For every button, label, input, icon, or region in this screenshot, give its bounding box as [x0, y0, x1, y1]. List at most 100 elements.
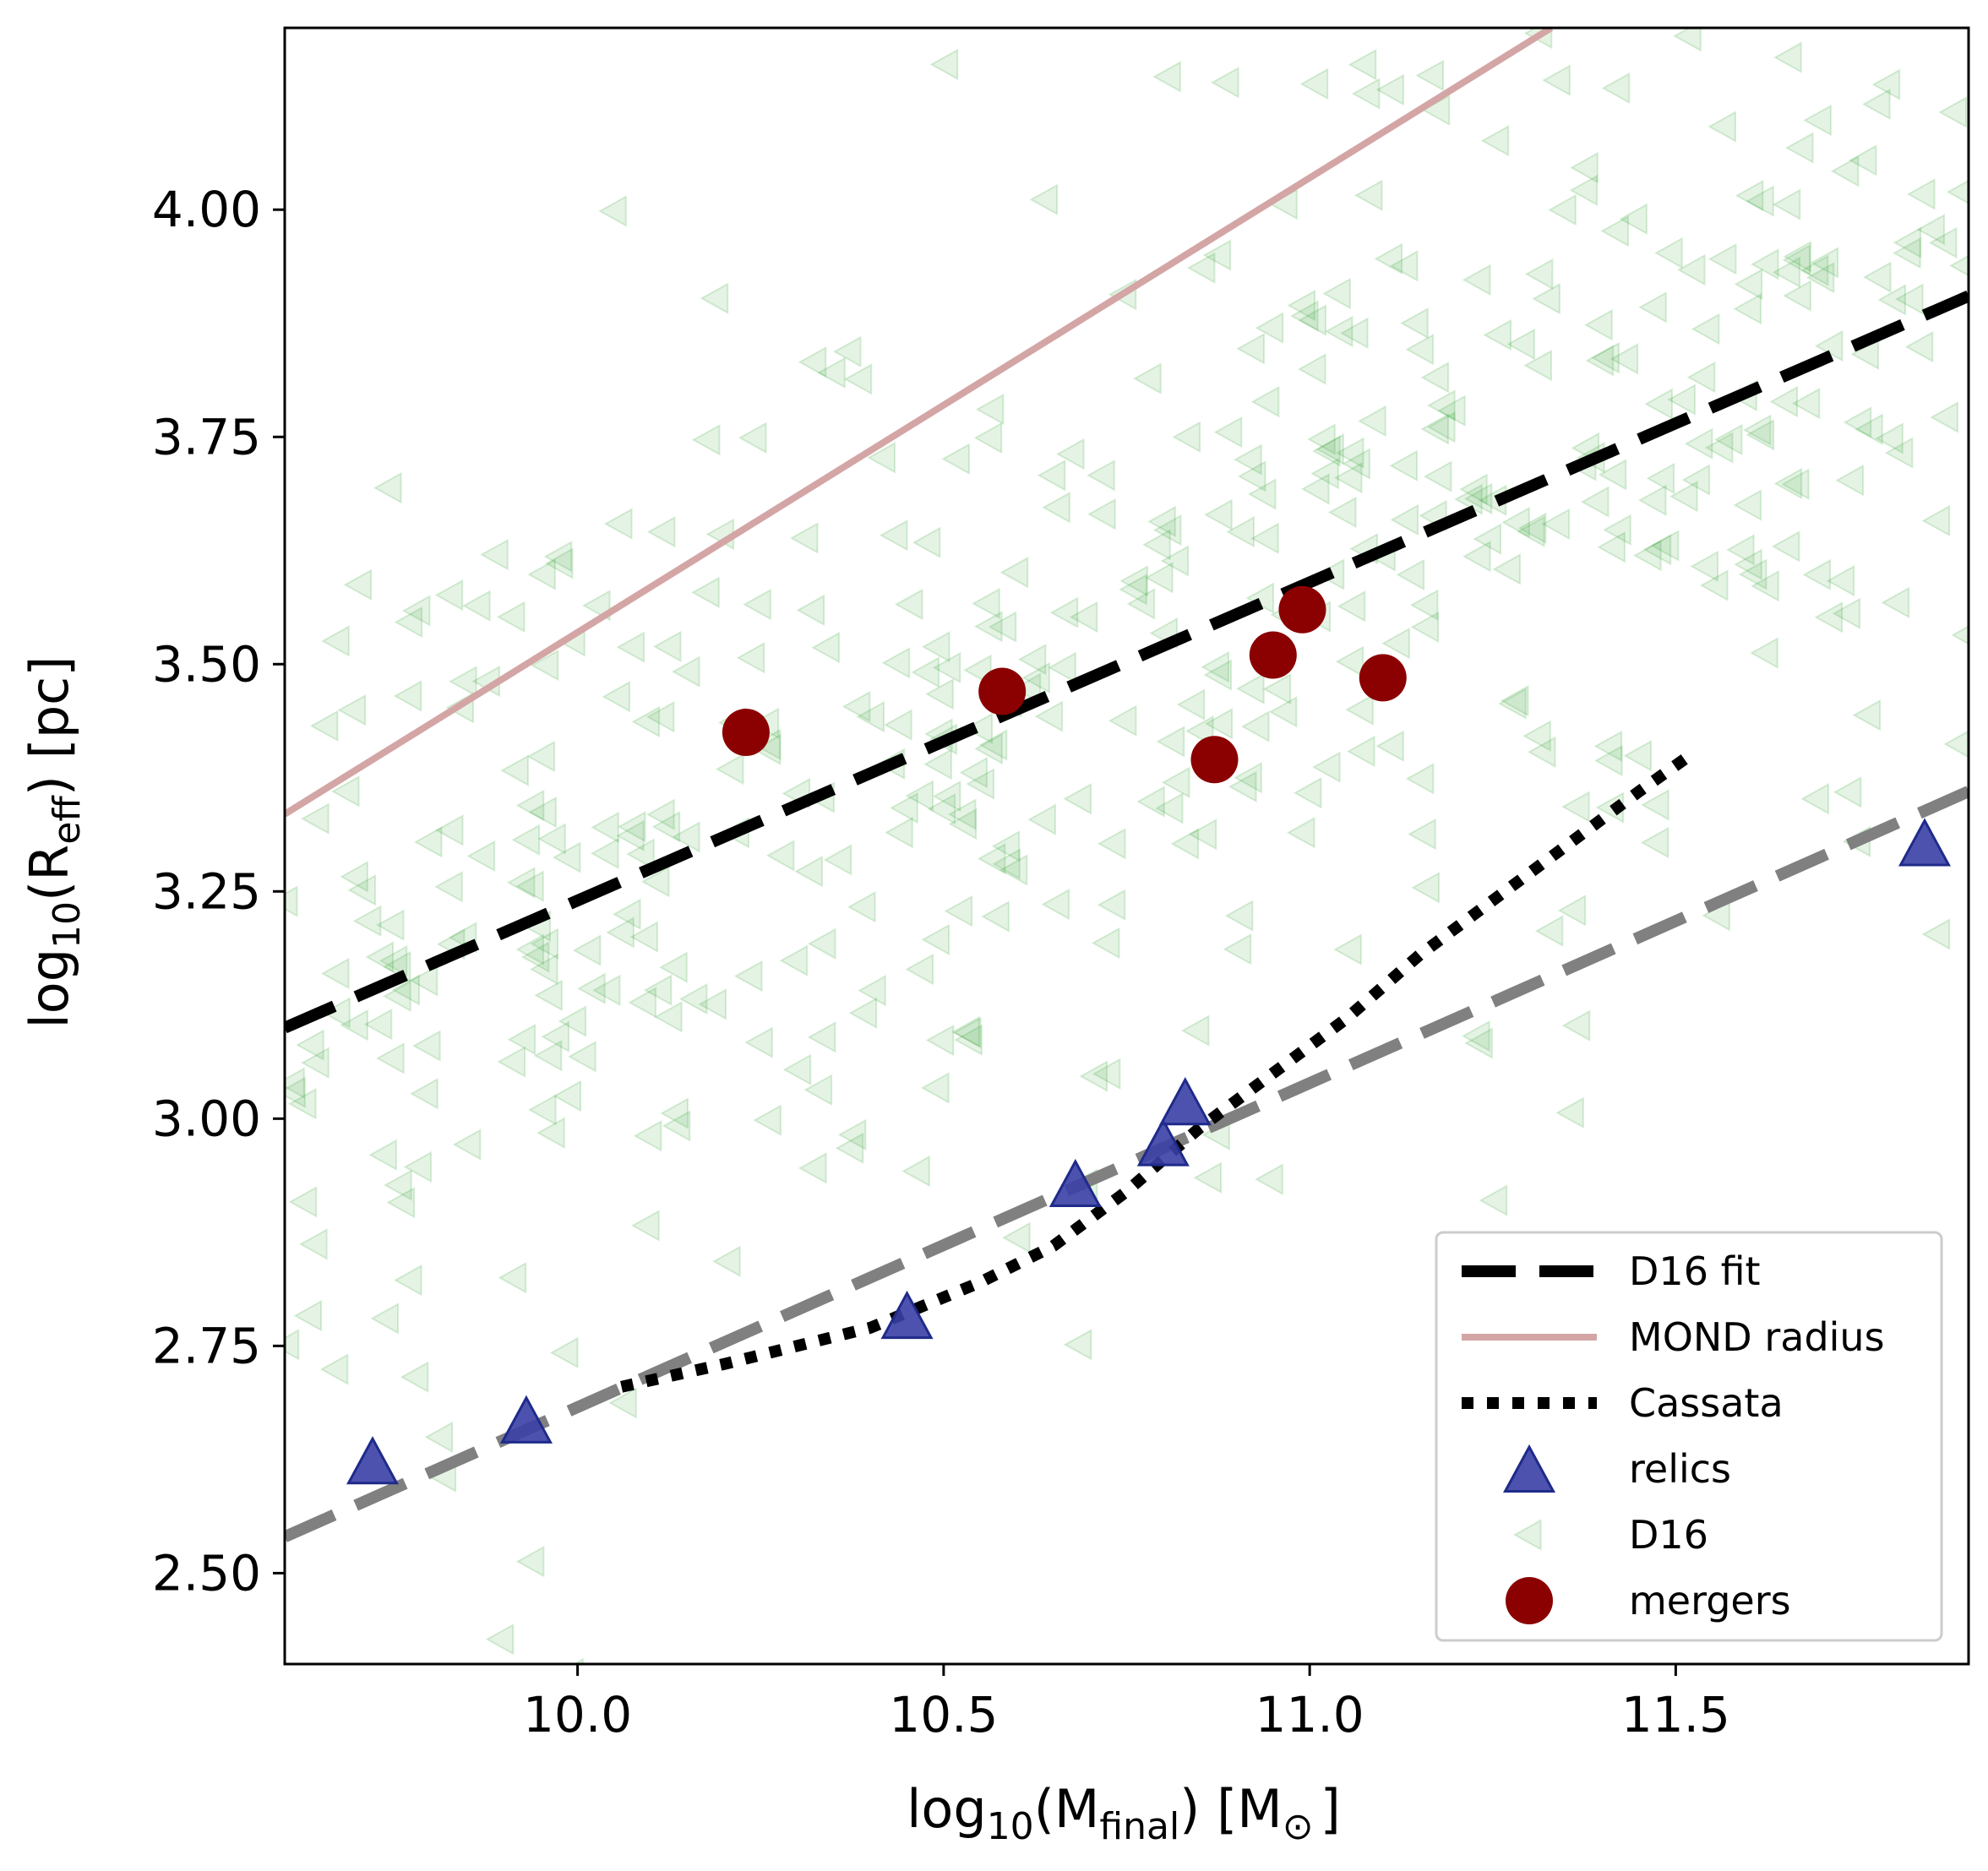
d16-point: [978, 729, 1008, 761]
y-tick-label: 3.00: [152, 1090, 261, 1147]
d16-point: [1180, 1014, 1210, 1047]
d16-point: [1542, 64, 1571, 96]
d16-point: [1638, 291, 1667, 324]
d16-point: [653, 1001, 683, 1033]
d16-point: [841, 690, 871, 723]
d16-point: [972, 587, 1000, 620]
d16-point: [660, 1097, 689, 1129]
d16-point: [1405, 763, 1435, 795]
d16-point: [1884, 437, 1914, 469]
d16-point: [1506, 328, 1535, 361]
d16-point: [1557, 895, 1587, 927]
d16-point: [1087, 460, 1115, 492]
d16-point: [1690, 550, 1719, 583]
d16-point: [1097, 828, 1126, 860]
d16-point: [1894, 283, 1924, 315]
d16-point: [285, 1076, 306, 1108]
d16-point: [1738, 558, 1767, 590]
d16-point: [549, 1336, 579, 1369]
y-ticks: 2.50 2.75 3.00 3.25 3.50 3.75 4.00: [152, 181, 285, 1602]
d16-point: [925, 1024, 955, 1057]
merger-marker: [722, 708, 770, 756]
d16-point: [530, 649, 559, 682]
cassata-line: [620, 750, 1694, 1393]
x-ticks: 10.0 10.5 11.0 11.5: [523, 1664, 1730, 1743]
d16-point: [1943, 730, 1969, 759]
d16-point: [1345, 693, 1374, 726]
d16-point: [807, 1021, 836, 1053]
d16-point: [1534, 915, 1564, 947]
d16-point: [1771, 530, 1800, 563]
mond-radius-line: [285, 28, 1554, 818]
x-tick-label: 11.5: [1621, 1686, 1730, 1743]
markers-group: [346, 585, 1952, 1485]
d16-point: [319, 1353, 349, 1385]
d16-point: [1389, 250, 1419, 282]
relic-marker: [499, 1395, 553, 1444]
d16-point: [929, 48, 959, 81]
d16-point: [835, 1132, 864, 1164]
d16-point: [603, 508, 633, 540]
d16-point: [515, 1545, 545, 1578]
d16-points-group: [285, 28, 1969, 1664]
d16-point: [1684, 427, 1713, 460]
d16-point: [1152, 514, 1182, 547]
d16-point: [452, 1129, 482, 1161]
d16-point: [1555, 1096, 1584, 1129]
relic-marker: [1048, 1158, 1102, 1208]
d16-point: [1619, 203, 1648, 236]
d16-point: [932, 780, 961, 813]
d16-point: [1783, 241, 1811, 273]
d16-point: [1462, 264, 1491, 296]
d16-point: [543, 541, 573, 573]
d16-point: [1835, 464, 1865, 497]
d16-point: [1255, 1163, 1283, 1195]
d16-point: [925, 677, 954, 710]
d16-point: [285, 885, 298, 917]
d16-point: [497, 1046, 526, 1078]
d16-point: [1726, 534, 1755, 566]
d16-point: [1832, 597, 1861, 629]
d16-point: [515, 789, 545, 822]
d16-point: [1750, 248, 1779, 280]
d16-point: [1027, 803, 1056, 835]
d16-point: [1473, 523, 1502, 555]
d16-point: [1843, 406, 1872, 438]
d16-point: [340, 1009, 368, 1042]
d16-point: [626, 838, 655, 870]
d16-point: [1396, 558, 1425, 591]
d16-point: [1769, 385, 1799, 418]
d16-point: [1133, 362, 1162, 394]
d16-point: [700, 282, 729, 314]
d16-point: [337, 693, 367, 726]
d16-point: [370, 1303, 400, 1335]
d16-point: [1224, 900, 1254, 932]
d16-point: [1021, 661, 1050, 694]
d16-point: [923, 748, 952, 780]
d16-point: [1561, 791, 1590, 823]
d16-point: [384, 1169, 412, 1201]
d16-point: [572, 934, 602, 966]
d16-point: [1597, 531, 1626, 563]
d16-point: [1092, 1058, 1121, 1090]
d16-point: [947, 798, 977, 830]
d16-point: [991, 830, 1021, 862]
d16-point: [999, 556, 1029, 589]
d16-point: [1348, 48, 1377, 81]
d16-point: [1293, 776, 1322, 809]
d16-point: [507, 1023, 536, 1056]
d16-point: [1750, 637, 1778, 669]
d16-point: [1437, 394, 1466, 427]
d16-point: [1236, 672, 1265, 704]
d16-point: [912, 526, 941, 558]
d16-point: [1893, 226, 1922, 258]
d16-point: [1772, 188, 1801, 220]
merger-marker: [978, 667, 1027, 715]
d16-point: [1420, 413, 1449, 445]
d16-point: [1250, 385, 1280, 418]
d16-point: [1746, 419, 1775, 451]
d16-point: [1409, 589, 1439, 622]
d16-point: [537, 823, 566, 855]
d16-point: [330, 775, 360, 808]
d16-point: [1234, 761, 1262, 794]
